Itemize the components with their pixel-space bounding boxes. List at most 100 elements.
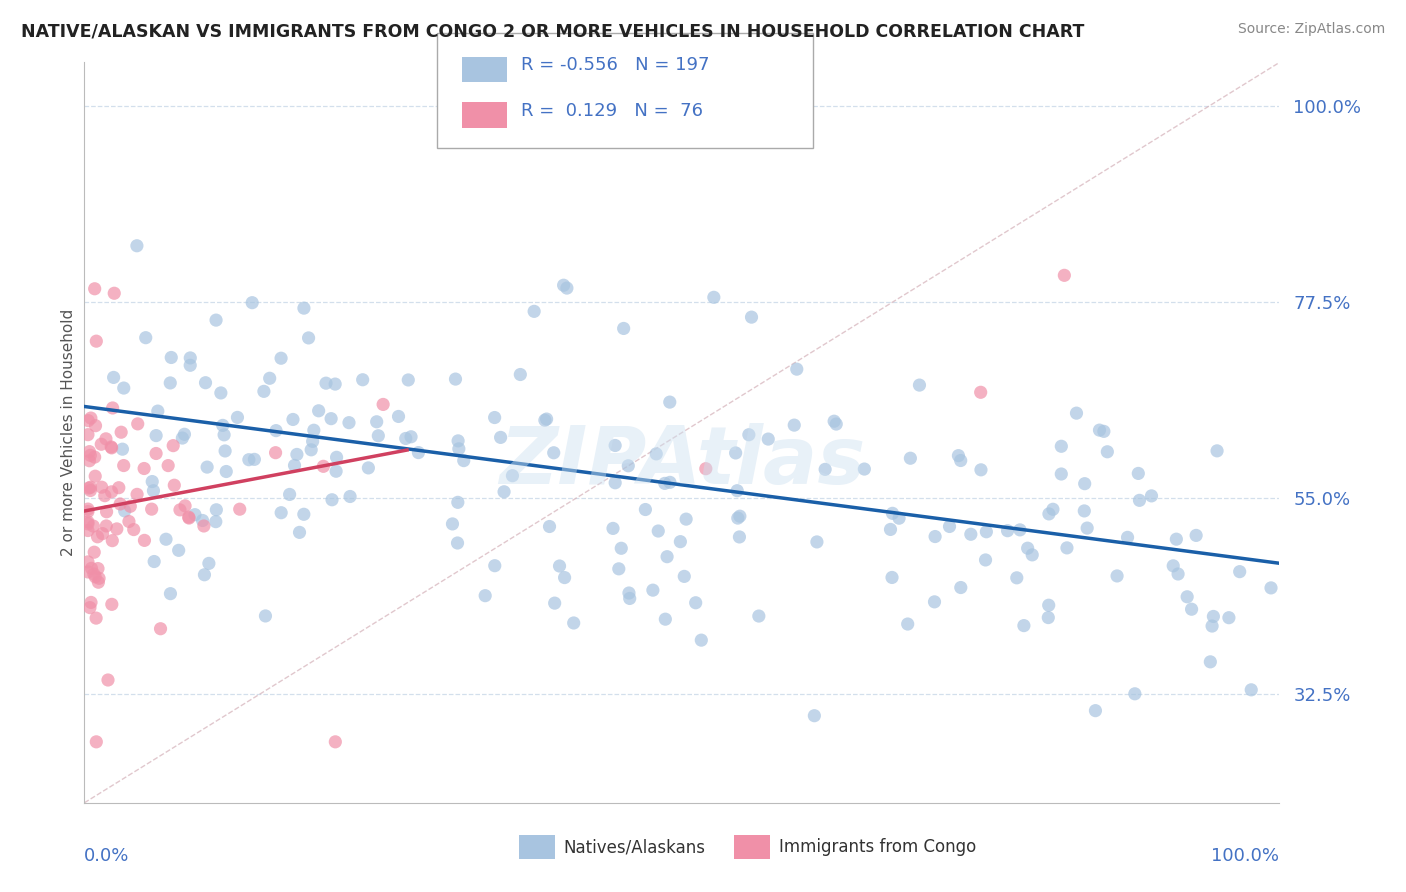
Point — [948, 449, 970, 463]
Point — [756, 432, 779, 446]
Point — [607, 562, 630, 576]
Text: 100.0%: 100.0% — [1212, 847, 1279, 865]
Point — [79, 448, 101, 462]
Point — [1012, 618, 1035, 632]
Point — [1092, 425, 1115, 439]
Point — [1175, 590, 1198, 604]
Point — [1076, 521, 1098, 535]
Point — [100, 441, 122, 455]
Point — [118, 515, 141, 529]
Point — [77, 502, 100, 516]
Point — [105, 522, 128, 536]
Point — [278, 487, 301, 501]
Point — [634, 502, 657, 516]
Point — [675, 512, 697, 526]
Point — [90, 437, 112, 451]
Point — [396, 373, 419, 387]
Point — [803, 708, 825, 723]
Point — [695, 461, 717, 475]
Point — [87, 575, 110, 590]
Point — [191, 514, 214, 528]
Point — [1202, 609, 1225, 624]
Point — [83, 545, 105, 559]
Point — [160, 351, 183, 365]
Point — [728, 530, 751, 544]
Point — [1038, 610, 1060, 624]
Text: Immigrants from Congo: Immigrants from Congo — [779, 838, 976, 856]
Point — [806, 535, 828, 549]
Point — [823, 414, 845, 428]
Point — [77, 515, 100, 529]
Point — [134, 533, 156, 548]
Point — [1167, 566, 1189, 581]
Point — [1240, 682, 1263, 697]
Point — [141, 502, 163, 516]
Point — [814, 462, 837, 476]
Point — [1166, 532, 1188, 546]
Point — [149, 622, 172, 636]
Point — [447, 442, 470, 456]
FancyBboxPatch shape — [519, 836, 555, 859]
Point — [474, 589, 496, 603]
Point — [103, 286, 125, 301]
Point — [1128, 467, 1150, 481]
Point — [205, 503, 228, 517]
Point — [143, 555, 166, 569]
Point — [1161, 558, 1184, 573]
Point — [938, 519, 960, 533]
Point — [193, 567, 215, 582]
Point — [103, 370, 125, 384]
Point — [77, 427, 100, 442]
Point — [1199, 655, 1222, 669]
Point — [1021, 548, 1043, 562]
Point — [83, 567, 105, 582]
Point — [690, 633, 713, 648]
FancyBboxPatch shape — [437, 33, 814, 147]
Point — [299, 442, 322, 457]
Point — [80, 411, 103, 425]
Point — [1038, 599, 1060, 613]
Point — [97, 673, 120, 687]
Point — [741, 310, 763, 325]
Point — [853, 462, 876, 476]
Point — [725, 483, 748, 498]
Point — [1140, 489, 1163, 503]
Point — [111, 442, 134, 457]
Point — [214, 444, 236, 458]
Point — [112, 381, 135, 395]
Point — [610, 541, 633, 556]
Point — [297, 331, 319, 345]
Point — [110, 425, 132, 440]
Point — [1042, 502, 1064, 516]
Point — [1073, 476, 1095, 491]
Point — [264, 445, 287, 459]
Point — [77, 481, 100, 495]
Point — [87, 571, 110, 585]
Point — [783, 418, 806, 433]
Point — [366, 415, 388, 429]
Point — [259, 371, 281, 385]
Point — [94, 489, 117, 503]
Point — [617, 586, 640, 600]
Point — [976, 524, 998, 539]
Point — [146, 404, 169, 418]
Point — [212, 427, 235, 442]
Point — [169, 503, 191, 517]
Point — [509, 368, 531, 382]
Point — [647, 524, 669, 538]
Point — [163, 478, 186, 492]
Point — [211, 418, 233, 433]
Point — [86, 735, 108, 749]
Point — [270, 506, 292, 520]
Point — [555, 281, 578, 295]
Point — [727, 511, 749, 525]
Point — [79, 600, 101, 615]
Point — [77, 565, 100, 579]
Text: NATIVE/ALASKAN VS IMMIGRANTS FROM CONGO 2 OR MORE VEHICLES IN HOUSEHOLD CORRELAT: NATIVE/ALASKAN VS IMMIGRANTS FROM CONGO … — [21, 22, 1084, 40]
Point — [112, 458, 135, 473]
Point — [879, 523, 901, 537]
Point — [970, 385, 993, 400]
Point — [605, 438, 627, 452]
Point — [173, 427, 195, 442]
Point — [86, 530, 108, 544]
